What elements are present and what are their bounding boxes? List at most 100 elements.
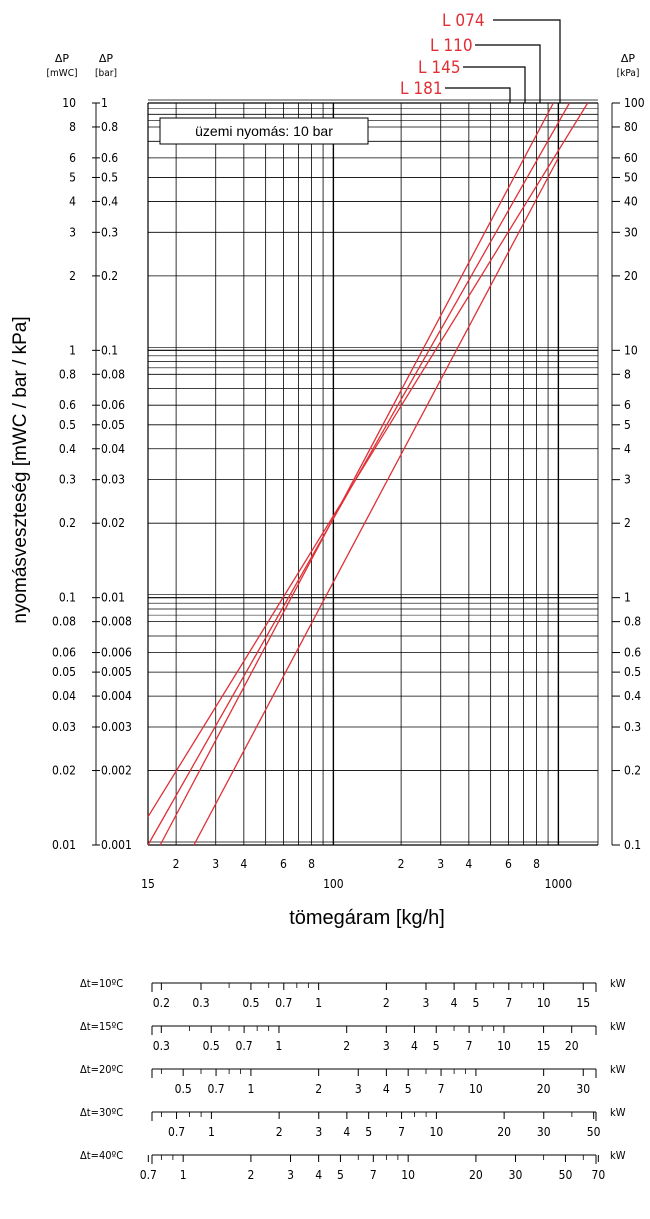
y-tick-label: 6 (624, 398, 631, 412)
power-scale-tick-label: 1 (276, 1039, 283, 1053)
power-scale-tick-label: 30 (537, 1125, 551, 1139)
y-tick-label: 0.8 (624, 615, 641, 629)
power-scale-tick-label: 10 (430, 1125, 444, 1139)
power-scale-tick-label: 4 (343, 1125, 350, 1139)
power-scale-tick-label: 4 (383, 1082, 390, 1096)
y-tick-label: 0.2 (59, 516, 76, 530)
power-scale-tick-label: 15 (576, 996, 590, 1010)
power-scale-tick-label: 20 (469, 1168, 483, 1182)
y-tick-label: 0.003 (101, 720, 132, 734)
y-tick-label: 0.1 (59, 591, 76, 605)
power-scale-tick-label: 10 (469, 1082, 483, 1096)
power-scale-tick-label: 7 (398, 1125, 405, 1139)
annotation-box (159, 117, 369, 145)
power-scale-tick-label: 2 (247, 1168, 254, 1182)
y-tick-label: 0.01 (101, 591, 125, 605)
y-tick-label: 0.004 (101, 689, 132, 703)
power-scale-tick-label: 10 (537, 996, 551, 1010)
power-scale-label: Δt=10ºC (80, 977, 123, 990)
y-tick-label: 1 (69, 343, 76, 357)
y-tick-label: 60 (624, 151, 638, 165)
y-tick-label: 20 (624, 269, 638, 283)
y-tick-label: 0.01 (52, 838, 76, 852)
x-tick-label: 6 (280, 857, 287, 871)
y-tick-label: 2 (69, 269, 76, 283)
y-tick-label: 10 (624, 343, 638, 357)
y-axis-unit-symbol: ΔP (55, 52, 70, 65)
power-scale-tick-label: 1 (180, 1168, 187, 1182)
y-tick-label: 0.001 (101, 838, 132, 852)
power-scale-tick-label: 0.3 (153, 1039, 170, 1053)
power-scale-unit: kW (610, 1149, 626, 1162)
power-scale-unit: kW (610, 1063, 626, 1076)
legend-label: L 181 (400, 79, 443, 99)
y-tick-label: 80 (624, 120, 638, 134)
leader-line (493, 19, 561, 103)
y-tick-label: 1 (624, 591, 631, 605)
power-scale-tick-label: 7 (370, 1168, 377, 1182)
power-scale-label: Δt=15ºC (80, 1020, 123, 1033)
power-scale-tick-label: 0.2 (153, 996, 170, 1010)
power-scale-tick-label: 5 (433, 1039, 440, 1053)
y-axis-unit-symbol: ΔP (99, 52, 114, 65)
power-scale-tick-label: 50 (559, 1168, 573, 1182)
annotation-text: üzemi nyomás: 10 bar (195, 123, 333, 139)
y-tick-label: 6 (69, 151, 76, 165)
power-scale-tick-label: 5 (365, 1125, 372, 1139)
y-tick-label: 0.6 (59, 398, 76, 412)
power-scale-tick-label: 2 (343, 1039, 350, 1053)
y-tick-label: 0.2 (624, 764, 641, 778)
y-tick-label: 0.4 (59, 442, 76, 456)
power-scale-unit: kW (610, 1020, 626, 1033)
x-tick-label: 4 (240, 857, 247, 871)
y-tick-label: 0.4 (624, 689, 641, 703)
power-scale-unit: kW (610, 977, 626, 990)
power-scale-tick-label: 5 (405, 1082, 412, 1096)
power-scale-tick-label: 0.7 (236, 1039, 253, 1053)
power-scale-tick-label: 4 (411, 1039, 418, 1053)
y-axis-unit: [kPa] (617, 68, 640, 79)
y-tick-label: 0.04 (52, 689, 76, 703)
y-tick-label: 8 (69, 120, 76, 134)
y-tick-label: 0.08 (101, 367, 125, 381)
y-tick-label: 3 (69, 225, 76, 239)
power-scale-tick-label: 20 (497, 1125, 511, 1139)
y-axis-unit: [bar] (95, 68, 117, 79)
y-tick-label: 0.06 (52, 646, 76, 660)
x-tick-label: 8 (533, 857, 540, 871)
power-scale-tick-label: 70 (591, 1168, 605, 1182)
y-tick-label: 0.02 (101, 516, 125, 530)
y-tick-label: 40 (624, 194, 638, 208)
power-scale-label: Δt=40ºC (80, 1149, 123, 1162)
power-scale-tick-label: 5 (472, 996, 479, 1010)
y-tick-label: 0.03 (52, 720, 76, 734)
power-scale-tick-label: 3 (423, 996, 430, 1010)
y-tick-label: 0.3 (59, 473, 76, 487)
power-scale-tick-label: 1 (208, 1125, 215, 1139)
power-scale-label: Δt=30ºC (80, 1106, 123, 1119)
y-tick-label: 5 (69, 170, 76, 184)
x-tick-label: 15 (141, 877, 155, 891)
y-tick-label: 1 (101, 96, 108, 110)
y-axis-unit-symbol: ΔP (621, 52, 636, 65)
y-tick-label: 5 (624, 418, 631, 432)
power-scale-tick-label: 15 (537, 1039, 551, 1053)
y-tick-label: 0.02 (52, 764, 76, 778)
power-scale-tick-label: 0.7 (168, 1125, 185, 1139)
y-tick-label: 0.3 (101, 225, 118, 239)
x-tick-label: 4 (465, 857, 472, 871)
power-scale-tick-label: 0.7 (140, 1168, 157, 1182)
y-tick-label: 0.008 (101, 615, 132, 629)
power-scale-tick-label: 1 (315, 996, 322, 1010)
power-scale-tick-label: 0.5 (175, 1082, 192, 1096)
series-line-l110 (147, 102, 571, 846)
legend-label: L 110 (430, 36, 473, 56)
power-scale-label: Δt=20ºC (80, 1063, 123, 1076)
power-scale-tick-label: 3 (355, 1082, 362, 1096)
y-tick-label: 3 (624, 473, 631, 487)
power-scale-tick-label: 7 (505, 996, 512, 1010)
power-scale-tick-label: 20 (565, 1039, 579, 1053)
x-tick-label: 1000 (545, 877, 573, 891)
y-tick-label: 0.5 (624, 665, 641, 679)
